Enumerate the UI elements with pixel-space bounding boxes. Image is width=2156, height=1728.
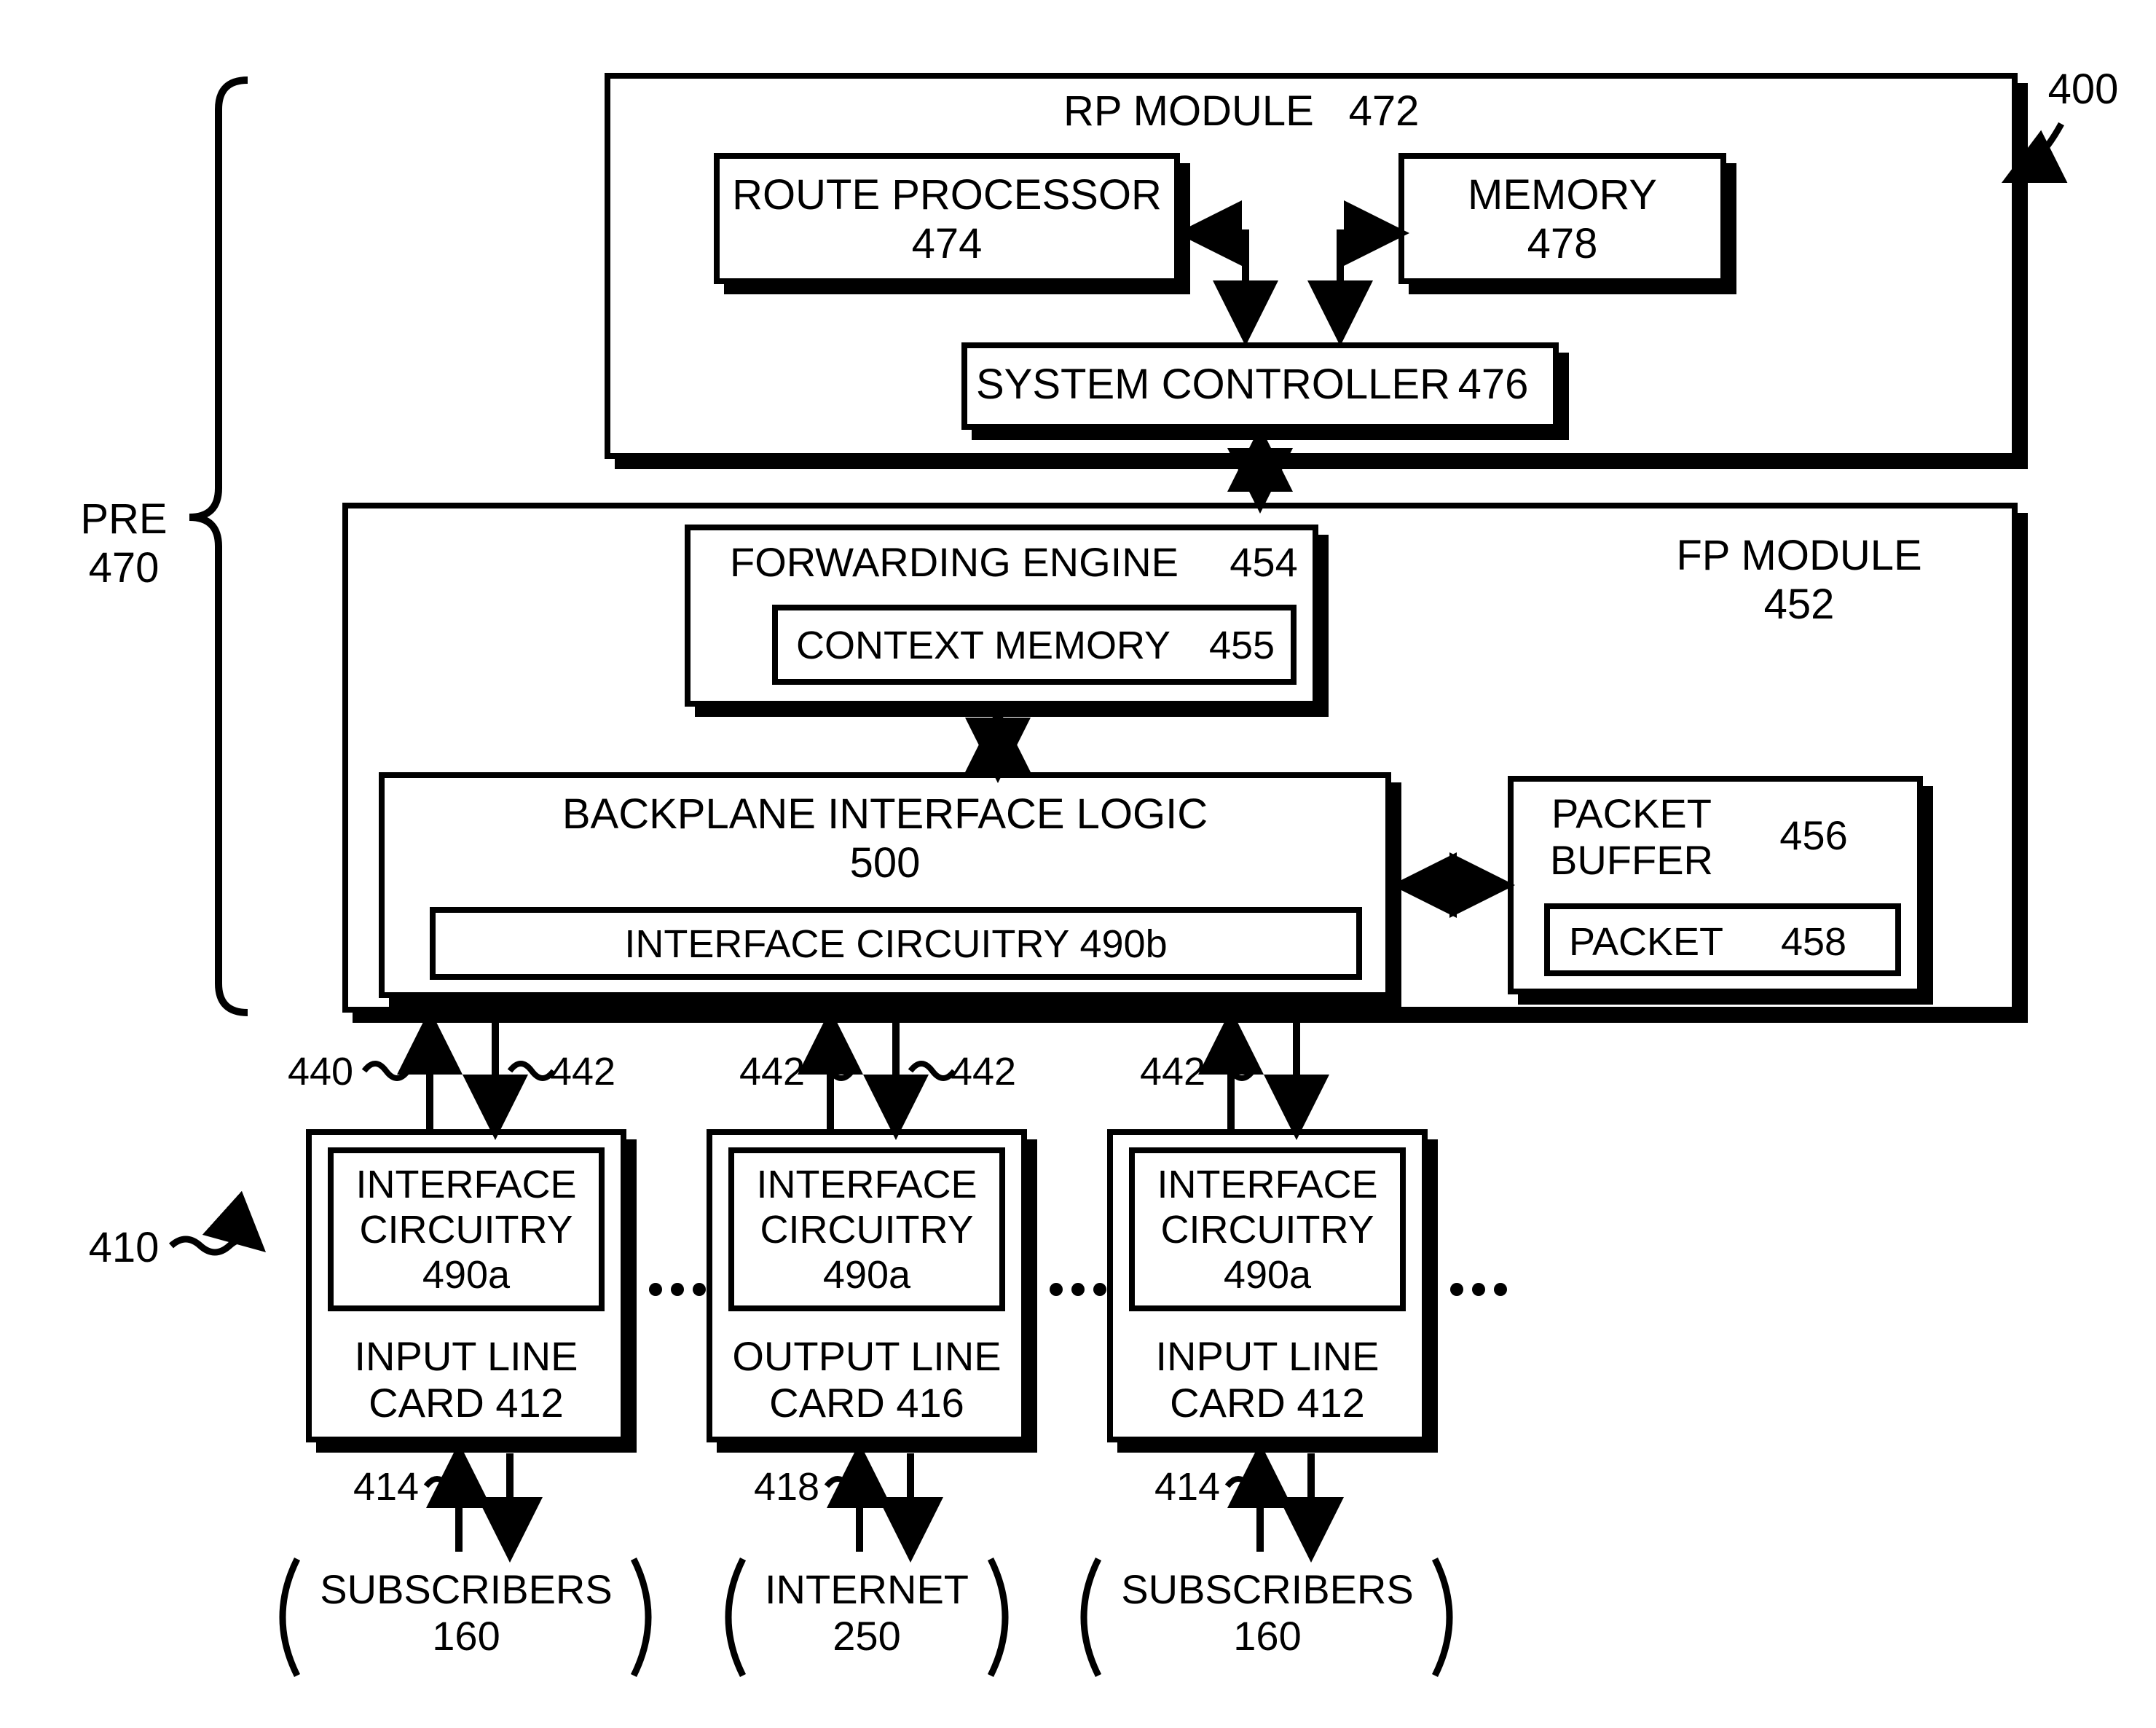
diagram-stage: RP MODULE 472 ROUTE PROCESSOR 474 MEMORY… [0, 0, 2156, 1728]
packet-num: 458 [1763, 919, 1865, 965]
line-card-2-dest: INTERNET 250 [714, 1566, 1020, 1660]
system-controller-num: 476 [1442, 361, 1544, 409]
rp-module-title: RP MODULE [1063, 87, 1311, 136]
context-memory-label: CONTEXT MEMORY [779, 623, 1187, 668]
line-card-1-card-label: INPUT LINE CARD 412 [306, 1333, 626, 1427]
ref-442-3: 442 [940, 1049, 1027, 1094]
ref-410: 410 [80, 1224, 168, 1273]
ref-440: 440 [277, 1049, 364, 1094]
packet-label: PACKET [1551, 919, 1741, 965]
backplane-label: BACKPLANE INTERFACE LOGIC 500 [379, 790, 1391, 887]
figure-ref-label: 400 [2039, 66, 2127, 114]
packet-buffer-label: PACKET BUFFER [1522, 790, 1741, 884]
rp-module-num: 472 [1340, 87, 1428, 136]
line-card-2-card-label: OUTPUT LINE CARD 416 [707, 1333, 1027, 1427]
line-card-3-ic-label: INTERFACE CIRCUITRY 490a [1129, 1162, 1406, 1297]
line-card-1-ic-label: INTERFACE CIRCUITRY 490a [328, 1162, 605, 1297]
line-card-1-dest: SUBSCRIBERS 160 [277, 1566, 656, 1660]
fp-module-title: FP MODULE 452 [1661, 532, 1937, 629]
ref-442-4: 442 [1129, 1049, 1216, 1094]
line-card-2-ic-label: INTERFACE CIRCUITRY 490a [728, 1162, 1005, 1297]
memory-label: MEMORY 478 [1398, 171, 1726, 268]
forwarding-engine-num: 454 [1216, 539, 1311, 586]
route-processor-label: ROUTE PROCESSOR 474 [714, 171, 1180, 268]
interface-circuitry-b-label: INTERFACE CIRCUITRY 490b [430, 922, 1362, 967]
ref-442-1: 442 [539, 1049, 626, 1094]
line-card-3-card-label: INPUT LINE CARD 412 [1107, 1333, 1428, 1427]
system-controller-label: SYSTEM CONTROLLER [976, 361, 1428, 409]
forwarding-engine-label: FORWARDING ENGINE [699, 539, 1209, 586]
line-card-2-port-ref: 418 [743, 1464, 830, 1509]
line-card-1-port-ref: 414 [342, 1464, 430, 1509]
packet-buffer-num: 456 [1763, 812, 1865, 859]
pre-label: PRE 470 [66, 495, 182, 592]
ref-442-2: 442 [728, 1049, 816, 1094]
line-card-3-dest: SUBSCRIBERS 160 [1078, 1566, 1457, 1660]
context-memory-num: 455 [1195, 623, 1289, 668]
line-card-3-port-ref: 414 [1144, 1464, 1231, 1509]
